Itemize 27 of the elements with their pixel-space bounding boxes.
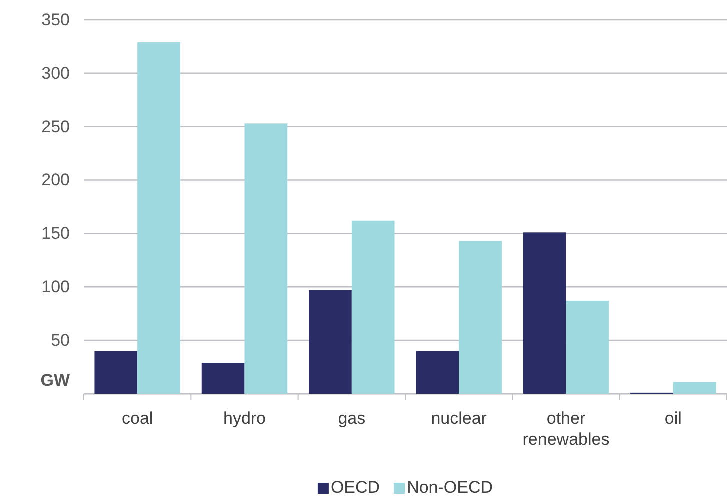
bar: [309, 290, 352, 394]
bar: [673, 382, 716, 394]
bar: [459, 241, 502, 394]
x-tick-label: oil: [664, 409, 682, 428]
x-tick-label: coal: [122, 409, 154, 428]
bar: [416, 351, 460, 394]
x-tick-label: nuclear: [431, 409, 488, 428]
y-tick-label: 250: [42, 117, 70, 136]
bar: [202, 363, 245, 394]
y-tick-label: 350: [42, 10, 70, 30]
bar: [138, 42, 180, 394]
y-axis-title: GW: [40, 371, 71, 390]
bar: [566, 301, 610, 394]
y-tick-label: 200: [42, 170, 70, 190]
bar: [352, 220, 395, 394]
x-tick-label: hydro: [223, 409, 266, 428]
y-tick-label: 300: [42, 64, 70, 83]
x-tick-label: gas: [338, 409, 366, 428]
y-tick-label: 50: [51, 331, 70, 350]
bar: [523, 232, 566, 394]
x-tick-label: other renewables: [522, 409, 610, 449]
bar: [244, 124, 288, 394]
legend-label: OECD: [330, 478, 380, 497]
y-tick-label: 100: [42, 278, 70, 297]
legend-label: Non-OECD: [407, 478, 494, 497]
y-tick-label: 150: [42, 224, 70, 244]
bar: [94, 351, 138, 394]
